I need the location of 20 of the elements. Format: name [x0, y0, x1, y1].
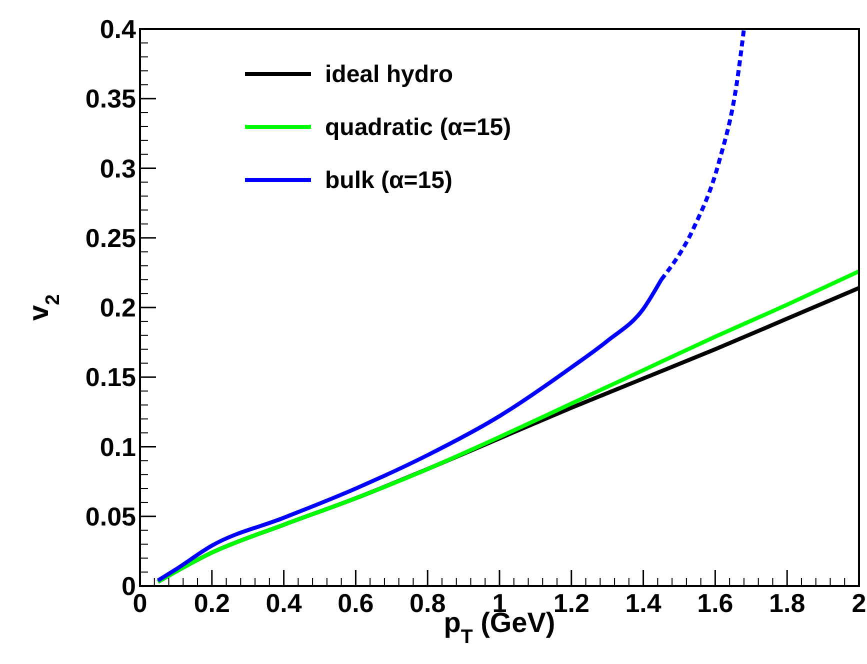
y-tick-label: 0.1 — [100, 432, 136, 462]
y-tick-label: 0.25 — [85, 222, 136, 253]
x-tick-label: 0.4 — [266, 588, 302, 618]
legend-label: ideal hydro — [325, 61, 454, 88]
x-tick-label: 2 — [852, 588, 866, 618]
y-tick-label: 0.4 — [100, 14, 137, 44]
x-tick-label: 0.8 — [410, 588, 446, 618]
y-tick-label: 0.2 — [100, 292, 136, 322]
x-tick-label: 1.6 — [697, 588, 734, 618]
y-tick-label: 0.05 — [85, 501, 136, 532]
legend-label: bulk (α=15) — [325, 167, 452, 194]
legend-label: quadratic (α=15) — [325, 114, 512, 141]
x-tick-label: 0.6 — [338, 588, 374, 618]
x-tick-label: 1.4 — [625, 588, 662, 618]
y-tick-label: 0.15 — [85, 362, 136, 392]
x-tick-label: 0.2 — [194, 588, 230, 618]
y-tick-label: 0.35 — [85, 84, 136, 114]
y-tick-label: 0.3 — [100, 153, 136, 184]
x-tick-label: 1.2 — [553, 588, 590, 618]
x-tick-label: 1.8 — [769, 588, 806, 618]
